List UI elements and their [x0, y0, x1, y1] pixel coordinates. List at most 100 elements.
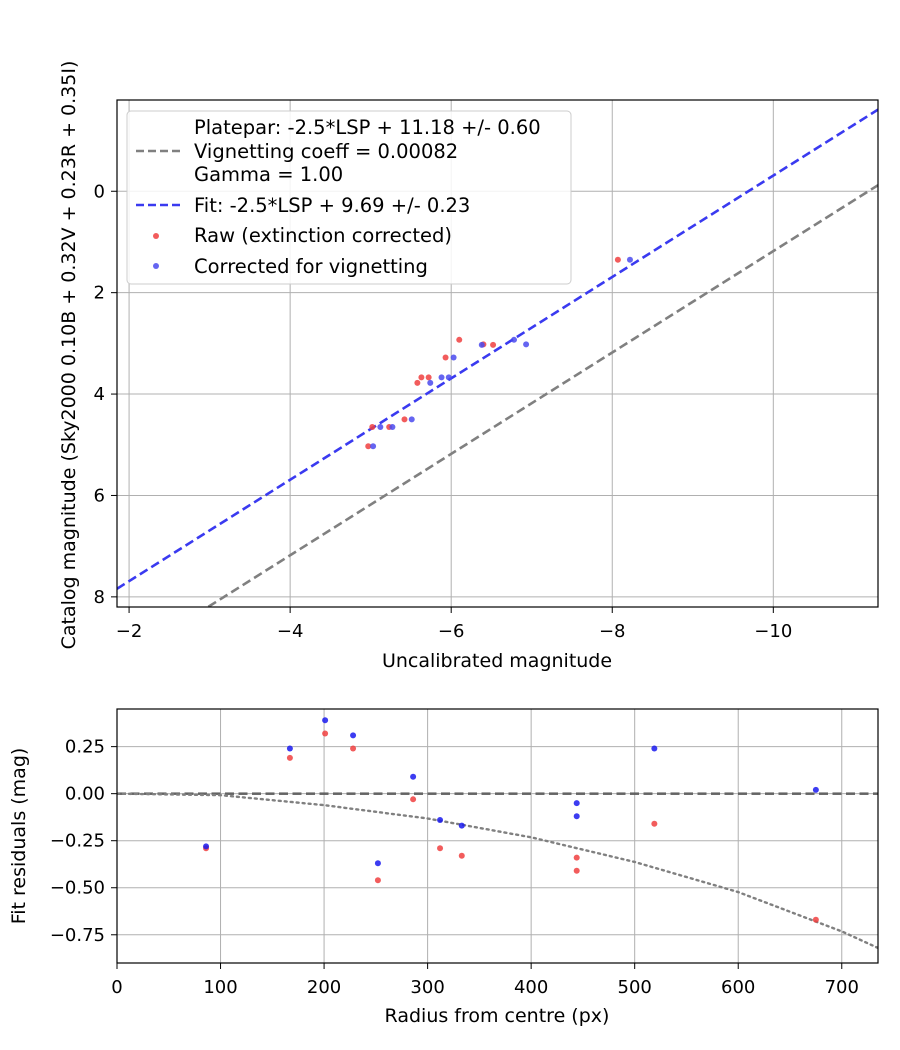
corrected-residual-point — [203, 843, 210, 850]
corrected-point — [370, 443, 377, 450]
corrected-point — [523, 341, 530, 348]
corrected-residual-point — [374, 860, 381, 867]
raw-point — [401, 416, 408, 423]
bottom-x-tick-label: 500 — [618, 977, 652, 998]
fit-line — [117, 108, 878, 590]
bottom-y-tick-label: −0.25 — [50, 831, 105, 852]
raw-point — [456, 336, 463, 343]
raw-point — [369, 424, 376, 431]
top-legend: Platepar: -2.5*LSP + 11.18 +/- 0.60 Vign… — [126, 110, 572, 285]
legend-platepar-line-1: Platepar: -2.5*LSP + 11.18 +/- 0.60 — [194, 116, 541, 139]
top-y-tick-label: 4 — [94, 384, 105, 405]
top-x-axis-label: Uncalibrated magnitude — [382, 650, 612, 672]
raw-residual-point — [374, 877, 381, 884]
bottom-plot-frame — [116, 708, 879, 964]
raw-residual-point — [322, 730, 329, 737]
raw-point — [490, 341, 497, 348]
bottom-grid — [116, 709, 878, 963]
raw-residual-point — [573, 867, 580, 874]
corrected-point — [450, 354, 457, 361]
legend-raw-marker — [153, 233, 159, 239]
bottom-x-tick-label: 600 — [721, 977, 755, 998]
legend-platepar-line-2: Vignetting coeff = 0.00082 — [194, 140, 458, 163]
top-x-tick-label: −4 — [277, 621, 304, 642]
bottom-y-tick-label: −0.75 — [50, 925, 105, 946]
top-y-tick-label: 2 — [94, 283, 105, 304]
bottom-y-tick-label: 0.00 — [65, 784, 105, 805]
corrected-point — [626, 256, 633, 263]
raw-point — [614, 256, 621, 263]
top-x-tick-label: −8 — [599, 621, 626, 642]
bottom-x-tick-label: 0 — [111, 977, 122, 998]
raw-residual-point — [458, 852, 465, 859]
corrected-residual-point — [573, 813, 580, 820]
legend-corrected-label: Corrected for vignetting — [194, 255, 428, 278]
raw-residual-point — [437, 845, 444, 852]
top-x-tick-label: −10 — [754, 621, 792, 642]
magnitude-calibration-plot: −2 −4 −6 −8 −10 0 2 4 6 8 Uncalibrated magnitude… — [58, 61, 879, 672]
corrected-point — [408, 416, 415, 423]
top-y-tick-label: 6 — [94, 485, 105, 506]
raw-residual-point — [286, 754, 293, 761]
raw-point — [425, 374, 432, 381]
bottom-points — [203, 717, 819, 923]
top-x-axis-ticks: −2 −4 −6 −8 −10 — [116, 607, 792, 642]
corrected-residual-point — [437, 817, 444, 824]
top-y-tick-label: 0 — [94, 181, 105, 202]
corrected-point — [445, 374, 452, 381]
bottom-x-tick-label: 200 — [307, 977, 341, 998]
top-x-tick-label: −6 — [438, 621, 465, 642]
top-y-axis-label: Catalog magnitude (Sky2000 0.10B + 0.32V… — [58, 61, 80, 650]
legend-platepar-line-3: Gamma = 1.00 — [194, 163, 343, 186]
top-y-axis-ticks: 0 2 4 6 8 — [94, 181, 117, 608]
bottom-x-tick-label: 100 — [203, 977, 237, 998]
raw-residual-point — [410, 796, 417, 803]
bottom-reference-lines — [117, 792, 878, 950]
raw-point — [418, 374, 425, 381]
raw-residual-point — [651, 820, 658, 827]
raw-residual-point — [350, 745, 357, 752]
corrected-point — [478, 341, 485, 348]
corrected-residual-point — [651, 745, 658, 752]
raw-point — [365, 443, 372, 450]
top-fit-lines — [117, 108, 878, 607]
bottom-x-tick-label: 300 — [410, 977, 444, 998]
bottom-x-tick-label: 400 — [514, 977, 548, 998]
raw-point — [442, 354, 449, 361]
corrected-point — [377, 424, 384, 431]
corrected-residual-point — [322, 717, 329, 724]
corrected-point — [389, 424, 396, 431]
top-y-tick-label: 8 — [94, 587, 105, 608]
legend-raw-label: Raw (extinction corrected) — [194, 224, 452, 247]
legend-fit-label: Fit: -2.5*LSP + 9.69 +/- 0.23 — [194, 194, 470, 217]
legend-corrected-marker — [153, 263, 159, 269]
residuals-plot: 0 100 200 300 400 500 600 700 0.25 0.00 −0.25 −0.5… — [8, 708, 879, 1027]
corrected-point — [438, 374, 445, 381]
corrected-point — [427, 379, 434, 386]
top-points — [365, 256, 633, 450]
bottom-y-tick-label: 0.25 — [65, 737, 105, 758]
bottom-y-axis-ticks: 0.25 0.00 −0.25 −0.50 −0.75 — [50, 737, 117, 946]
bottom-x-axis-ticks: 0 100 200 300 400 500 600 700 — [111, 963, 859, 998]
raw-point — [414, 379, 421, 386]
bottom-x-axis-label: Radius from centre (px) — [385, 1005, 610, 1027]
vignetting-curve — [117, 792, 878, 950]
raw-residual-point — [812, 916, 819, 923]
top-plot-frame — [116, 99, 879, 608]
corrected-residual-point — [410, 773, 417, 780]
corrected-residual-point — [812, 786, 819, 793]
bottom-x-tick-label: 700 — [825, 977, 859, 998]
platepar-line — [205, 184, 878, 607]
corrected-residual-point — [350, 732, 357, 739]
raw-residual-point — [573, 854, 580, 861]
corrected-residual-point — [573, 800, 580, 807]
corrected-residual-point — [458, 822, 465, 829]
corrected-point — [511, 336, 518, 343]
corrected-residual-point — [286, 745, 293, 752]
legend-box — [126, 110, 572, 285]
top-x-tick-label: −2 — [116, 621, 143, 642]
bottom-y-axis-label: Fit residuals (mag) — [8, 748, 30, 925]
bottom-y-tick-label: −0.50 — [50, 878, 105, 899]
